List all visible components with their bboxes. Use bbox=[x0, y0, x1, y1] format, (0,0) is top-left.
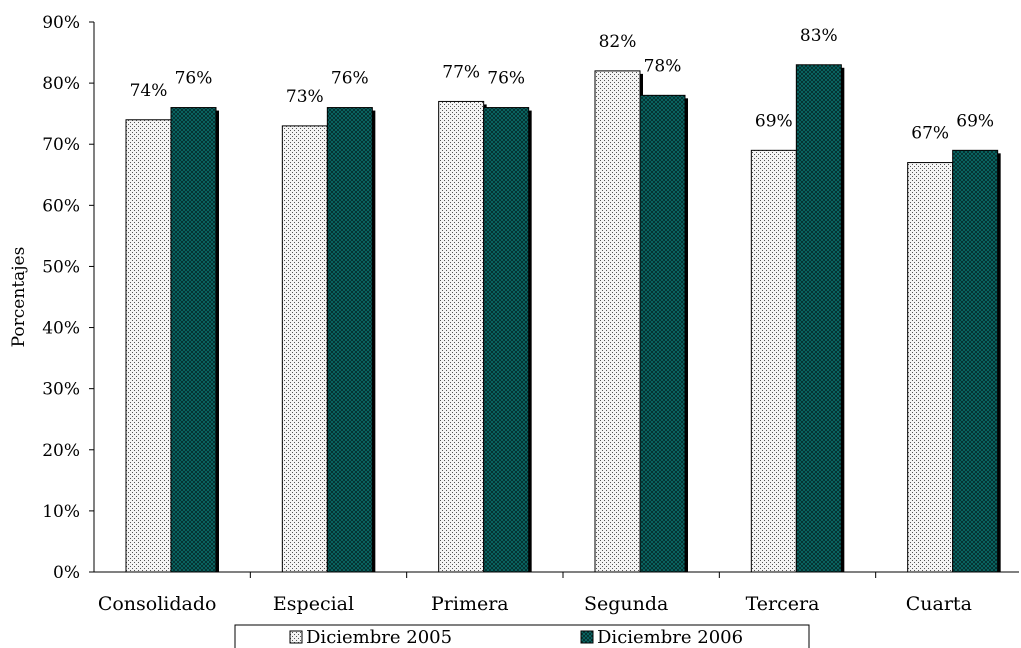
bar-diciembre-2006-consolidado bbox=[170, 107, 217, 573]
bar-diciembre-2005-consolidado bbox=[125, 119, 172, 573]
bar-diciembre-2005-segunda bbox=[594, 70, 641, 573]
y-tick-label: 0% bbox=[53, 563, 80, 583]
y-tick-label: 60% bbox=[42, 196, 80, 216]
data-label: 69% bbox=[755, 111, 793, 131]
y-tick-label: 30% bbox=[42, 380, 80, 400]
legend: Diciembre 2005 Diciembre 2006 bbox=[234, 624, 810, 648]
legend-swatch-diciembre-2006 bbox=[580, 630, 594, 644]
data-label: 83% bbox=[800, 26, 838, 46]
x-tick-label: Segunda bbox=[584, 593, 668, 615]
bar-diciembre-2005-especial bbox=[281, 125, 328, 573]
legend-label-diciembre-2006: Diciembre 2006 bbox=[597, 627, 743, 648]
bar-diciembre-2006-primera bbox=[483, 107, 530, 573]
bars bbox=[125, 64, 1001, 573]
x-tick-label: Primera bbox=[431, 593, 509, 615]
data-label: 76% bbox=[487, 69, 525, 89]
x-tick-label: Tercera bbox=[746, 593, 820, 615]
data-label: 77% bbox=[442, 62, 480, 82]
bar-diciembre-2006-especial bbox=[326, 107, 373, 573]
data-label: 74% bbox=[130, 81, 168, 101]
data-label: 82% bbox=[599, 32, 637, 52]
bar-diciembre-2006-cuarta bbox=[952, 149, 999, 573]
bar-diciembre-2005-tercera bbox=[750, 149, 797, 573]
data-label: 69% bbox=[956, 111, 994, 131]
y-tick-label: 40% bbox=[42, 319, 80, 339]
data-label: 78% bbox=[644, 56, 682, 76]
y-tick-label: 10% bbox=[42, 502, 80, 522]
x-tick-label: Cuarta bbox=[906, 593, 972, 615]
bar-diciembre-2005-cuarta bbox=[907, 162, 954, 573]
data-label: 76% bbox=[175, 69, 213, 89]
legend-swatch-diciembre-2005 bbox=[289, 630, 303, 644]
y-tick-label: 80% bbox=[42, 74, 80, 94]
y-tick-label: 50% bbox=[42, 257, 80, 277]
data-labels: 74% 76% 73% 76% 77% 76% 82% 78% 69% 83% 67% 69% bbox=[130, 26, 994, 144]
y-tick-label: 70% bbox=[42, 135, 80, 155]
y-tick-label: 20% bbox=[42, 441, 80, 461]
y-axis-label: Porcentajes bbox=[9, 247, 29, 348]
bar-diciembre-2006-segunda bbox=[639, 94, 686, 573]
legend-box bbox=[234, 624, 810, 648]
bar-diciembre-2005-primera bbox=[438, 100, 485, 573]
bar-diciembre-2006-tercera bbox=[795, 64, 842, 573]
data-label: 73% bbox=[286, 87, 324, 107]
legend-label-diciembre-2005: Diciembre 2005 bbox=[306, 627, 452, 648]
x-tick-label: Consolidado bbox=[98, 593, 217, 615]
x-tick-label: Especial bbox=[273, 593, 354, 615]
y-tick-label: 90% bbox=[42, 13, 80, 33]
axes: 0% 10% 20% 30% 40% 50% 60% 70% 80% 90% Consolidado… bbox=[42, 13, 1019, 615]
data-label: 76% bbox=[331, 69, 369, 89]
data-label: 67% bbox=[911, 124, 949, 144]
